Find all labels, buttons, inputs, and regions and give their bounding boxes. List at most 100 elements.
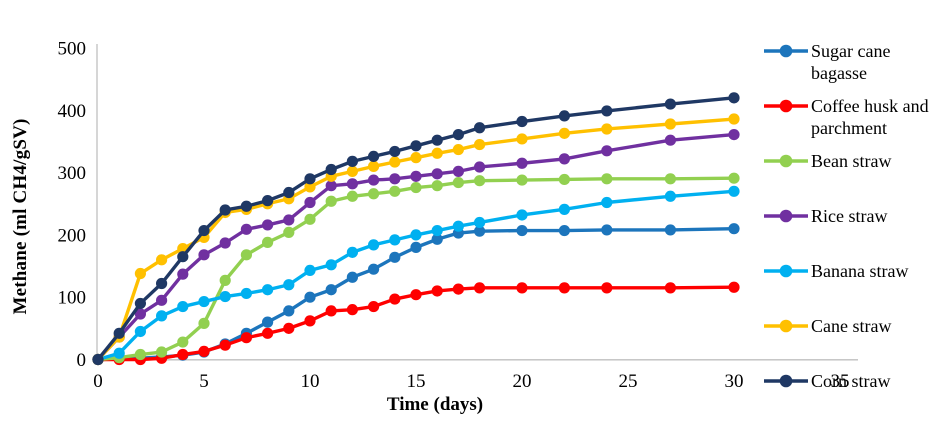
data-point-marker — [664, 118, 677, 130]
data-point-marker — [219, 274, 231, 286]
data-point-marker — [240, 332, 252, 344]
legend: Sugar cane bagasse Coffee husk and parchm… — [764, 40, 948, 425]
legend-item: Sugar cane bagasse — [764, 40, 948, 84]
legend-label: Coffee husk and parchment — [811, 96, 929, 138]
data-point-marker — [389, 156, 401, 168]
data-point-marker — [558, 224, 571, 237]
data-point-marker — [516, 282, 528, 294]
data-point-marker — [134, 297, 146, 310]
data-point-marker — [601, 123, 613, 135]
data-point-marker — [113, 347, 125, 359]
legend-item: Coffee husk and parchment — [764, 95, 948, 139]
data-point-marker — [156, 277, 168, 290]
data-point-marker — [283, 186, 295, 199]
data-point-marker — [431, 147, 443, 159]
y-tick-label: 500 — [58, 39, 87, 60]
data-point-marker — [177, 300, 189, 313]
data-point-marker — [325, 305, 337, 317]
data-point-marker — [664, 190, 677, 202]
data-point-marker — [219, 339, 231, 351]
series-marker-icon — [764, 319, 808, 333]
data-point-marker — [219, 237, 231, 249]
data-point-marker — [346, 155, 358, 167]
data-point-marker — [325, 259, 337, 271]
data-point-marker — [558, 173, 571, 186]
data-point-marker — [410, 170, 422, 182]
x-axis-title: Time (days) — [386, 394, 484, 415]
y-tick-label: 100 — [58, 288, 87, 309]
legend-label: Banana straw — [811, 261, 909, 281]
data-point-marker — [156, 254, 168, 266]
data-point-marker — [516, 115, 528, 128]
data-point-marker — [304, 315, 316, 327]
data-point-marker — [325, 284, 337, 296]
data-point-marker — [410, 152, 422, 164]
legend-item: Banana straw — [764, 260, 948, 282]
data-point-marker — [346, 190, 358, 202]
x-tick-label: 5 — [199, 371, 209, 392]
data-point-marker — [283, 305, 295, 317]
data-point-marker — [474, 282, 486, 294]
data-point-marker — [452, 143, 464, 156]
data-point-marker — [728, 223, 740, 235]
data-point-marker — [389, 293, 401, 305]
data-point-marker — [664, 134, 677, 146]
legend-label: Corn straw — [811, 371, 891, 391]
series-line — [96, 176, 736, 362]
data-point-marker — [368, 300, 380, 313]
data-point-marker — [198, 295, 210, 308]
data-point-marker — [177, 268, 189, 280]
data-point-marker — [728, 281, 740, 293]
data-point-marker — [134, 348, 146, 361]
data-point-marker — [431, 224, 443, 237]
data-point-marker — [262, 316, 274, 328]
data-point-marker — [325, 180, 337, 192]
data-point-marker — [262, 327, 274, 339]
data-point-marker — [601, 173, 613, 185]
data-point-marker — [558, 153, 571, 165]
legend-item: Bean straw — [764, 150, 948, 172]
data-point-marker — [516, 224, 528, 237]
data-point-marker — [389, 234, 401, 246]
data-point-marker — [474, 225, 486, 237]
data-point-marker — [346, 178, 358, 190]
y-axis-title: Methane (ml CH4/gSV) — [10, 118, 31, 315]
data-point-marker — [389, 145, 401, 158]
data-point-marker — [431, 168, 443, 180]
series-marker-icon — [764, 264, 808, 278]
data-point-marker — [664, 282, 677, 294]
data-point-marker — [601, 105, 613, 117]
data-point-marker — [240, 200, 252, 212]
data-point-marker — [368, 239, 380, 251]
data-point-marker — [452, 176, 464, 189]
data-point-marker — [304, 173, 316, 185]
data-point-marker — [262, 195, 274, 207]
y-tick-label: 300 — [58, 163, 87, 184]
data-point-marker — [410, 229, 422, 241]
data-point-marker — [474, 175, 486, 187]
x-tick-label: 30 — [725, 371, 744, 392]
data-point-marker — [240, 223, 252, 235]
data-point-marker — [156, 310, 168, 322]
data-point-marker — [728, 92, 740, 104]
data-point-marker — [452, 128, 464, 141]
data-point-marker — [558, 282, 571, 294]
data-point-marker — [368, 160, 380, 172]
data-point-marker — [92, 353, 104, 366]
data-point-marker — [198, 224, 210, 237]
data-point-marker — [262, 219, 274, 231]
data-point-marker — [452, 165, 464, 177]
series-marker-icon — [764, 44, 808, 58]
data-point-marker — [304, 264, 316, 277]
legend-item: Rice straw — [764, 205, 948, 227]
y-tick-label: 0 — [77, 350, 87, 371]
series-marker-icon — [764, 374, 808, 388]
data-point-marker — [389, 173, 401, 185]
data-point-marker — [156, 346, 168, 358]
data-point-marker — [304, 181, 316, 193]
data-point-marker — [262, 284, 274, 296]
data-point-marker — [474, 138, 486, 151]
data-point-marker — [304, 291, 316, 303]
data-point-marker — [728, 185, 740, 197]
data-point-marker — [346, 246, 358, 258]
